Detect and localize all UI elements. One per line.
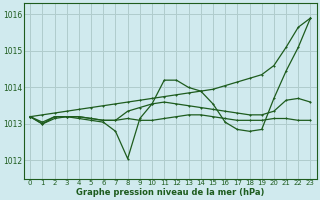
X-axis label: Graphe pression niveau de la mer (hPa): Graphe pression niveau de la mer (hPa): [76, 188, 265, 197]
